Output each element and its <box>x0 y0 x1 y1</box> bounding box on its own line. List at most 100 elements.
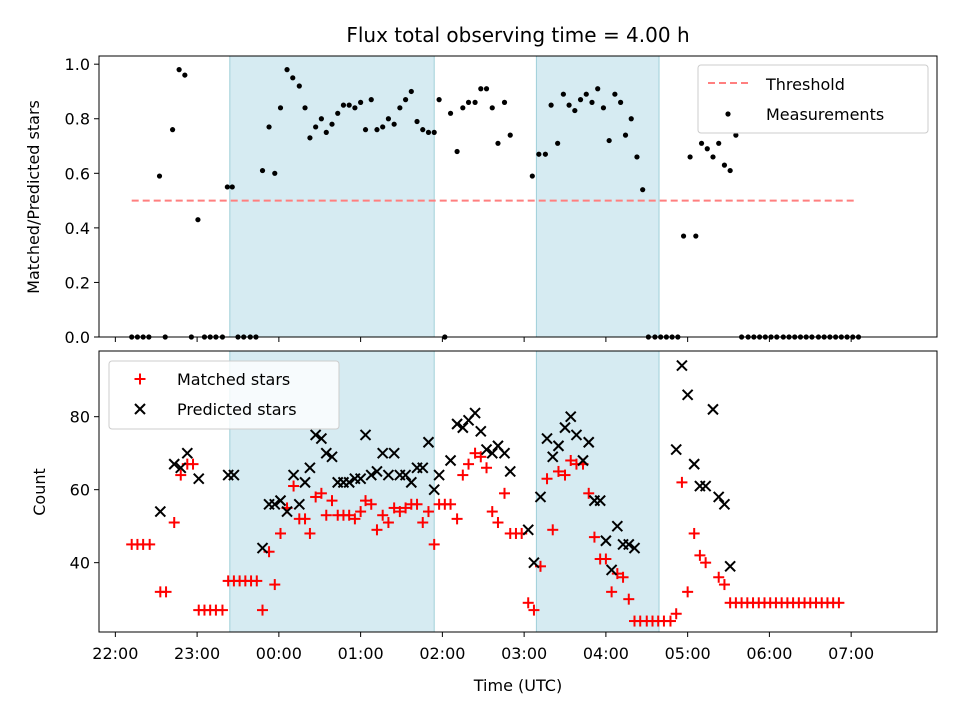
matched-star-marker <box>486 506 498 518</box>
matched-star-marker <box>664 615 676 627</box>
predicted-star-marker <box>670 443 682 456</box>
measurement-point <box>266 124 272 130</box>
matched-star-marker <box>700 557 712 569</box>
predicted-star-marker <box>681 389 694 401</box>
measurement-point <box>716 140 722 146</box>
measurement-point <box>323 129 329 135</box>
measurement-point <box>572 107 578 114</box>
predicted-star-marker <box>326 451 338 463</box>
measurement-point <box>313 124 319 130</box>
measurement-point <box>195 217 201 223</box>
matched-star-marker <box>422 506 434 518</box>
shaded-interval <box>535 55 660 338</box>
x-tick-label: 00:00 <box>256 644 302 663</box>
y-tick-label: 40 <box>70 554 90 573</box>
measurement-point <box>721 162 728 168</box>
predicted-star-marker <box>274 494 287 507</box>
predicted-star-marker <box>417 462 429 474</box>
predicted-star-marker <box>552 440 565 452</box>
predicted-star-marker <box>181 447 194 459</box>
measurement-point <box>229 184 235 190</box>
predicted-star-marker <box>228 469 240 481</box>
matched-star-marker <box>310 491 322 503</box>
x-tick-label: 03:00 <box>501 644 547 663</box>
matched-star-marker <box>541 473 553 485</box>
x-tick-label: 01:00 <box>338 644 384 663</box>
predicted-star-marker <box>451 418 463 430</box>
legend-matched-swatch <box>134 373 146 385</box>
measurement-point <box>465 99 472 105</box>
predicted-star-marker <box>594 494 606 507</box>
top-x-ticks <box>114 337 852 342</box>
matched-star-marker <box>565 454 577 466</box>
matched-star-marker <box>617 571 629 583</box>
top-legend: Threshold Measurements <box>697 64 929 134</box>
measurement-point <box>368 97 374 103</box>
matched-star-marker <box>251 575 263 587</box>
measurement-point <box>169 127 176 133</box>
x-axis-label: Time (UTC) <box>473 676 562 695</box>
measurement-point <box>397 105 403 111</box>
measurement-point <box>628 116 634 122</box>
count-panel: 40 60 80 22:00 23:00 00:00 01:00 02:00 03:00 04:… <box>30 350 938 695</box>
measurement-point <box>425 129 432 135</box>
predicted-star-marker <box>359 429 372 441</box>
predicted-star-marker <box>433 469 445 481</box>
matched-star-marker <box>623 593 635 605</box>
measurement-point <box>595 86 601 92</box>
measurement-point <box>606 137 612 144</box>
y-tick-label: 60 <box>70 481 90 500</box>
predicted-star-marker <box>382 469 395 481</box>
predicted-star-marker <box>354 473 367 485</box>
measurement-point <box>693 233 699 239</box>
shaded-interval <box>535 350 660 633</box>
predicted-star-marker <box>371 465 383 478</box>
bottom-x-ticks: 22:00 23:00 00:00 01:00 02:00 03:00 04:00 05:00… <box>92 632 874 663</box>
measurement-point <box>284 67 290 73</box>
measurement-point <box>704 146 710 152</box>
matched-star-marker <box>175 469 187 481</box>
measurement-point <box>618 99 624 105</box>
measurement-point <box>710 154 716 160</box>
predicted-star-marker <box>469 407 481 419</box>
measurement-point <box>687 154 693 160</box>
matched-star-marker <box>168 517 180 529</box>
matched-star-marker <box>411 498 423 510</box>
matched-star-marker <box>475 451 487 463</box>
predicted-star-marker <box>605 564 618 576</box>
measurement-point <box>680 233 687 239</box>
predicted-star-marker <box>315 432 328 445</box>
bottom-legend: Matched stars Predicted stars <box>108 360 340 430</box>
predicted-star-marker <box>399 469 412 481</box>
matched-star-marker <box>160 586 172 598</box>
matched-star-marker <box>371 524 383 536</box>
predicted-star-marker <box>480 443 493 456</box>
predicted-star-marker <box>699 480 712 492</box>
measurement-point <box>542 151 548 157</box>
measurement-point <box>536 151 542 157</box>
shaded-interval <box>229 55 435 338</box>
predicted-star-marker <box>486 447 498 459</box>
bottom-legend-box <box>108 360 340 430</box>
matched-star-marker <box>394 506 406 518</box>
predicted-star-marker <box>718 498 731 510</box>
top-shaded-intervals <box>229 55 660 338</box>
measurement-point <box>296 83 302 89</box>
measurement-point <box>555 140 561 146</box>
measurement-point <box>318 116 324 122</box>
predicted-star-markers <box>154 359 736 576</box>
matched-star-marker <box>559 469 571 481</box>
matched-star-marker <box>144 538 156 550</box>
measurement-point <box>340 102 347 108</box>
measurement-point <box>352 105 358 111</box>
predicted-star-marker <box>570 429 583 441</box>
predicted-star-marker <box>320 447 332 459</box>
matched-star-marker <box>682 586 694 598</box>
predicted-star-marker <box>388 447 400 459</box>
matched-star-markers <box>126 447 845 627</box>
matched-star-marker <box>299 513 311 525</box>
matched-star-marker <box>428 538 440 550</box>
x-tick-label: 04:00 <box>583 644 629 663</box>
matched-star-marker <box>315 487 327 499</box>
